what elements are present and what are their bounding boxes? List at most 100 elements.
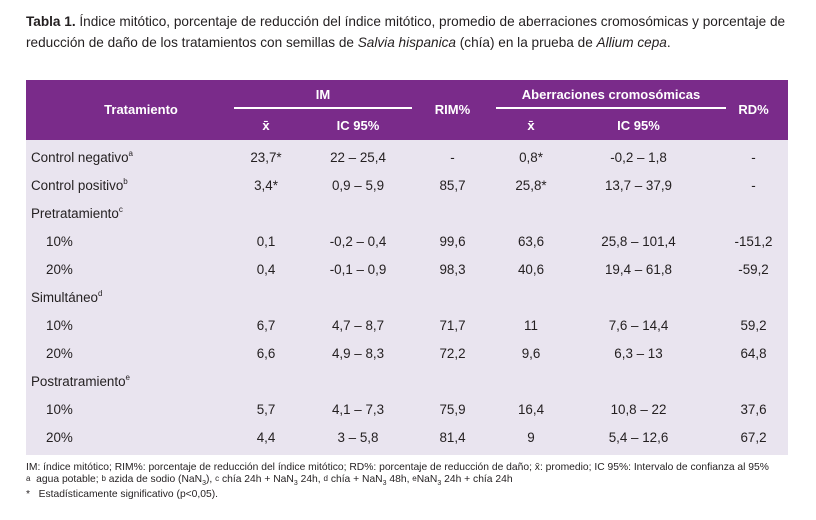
row-label-text: Control positivo	[31, 178, 124, 193]
cell-ab: 63,6	[517, 234, 545, 249]
row-label: 20%	[46, 262, 73, 277]
row-label-text: 10%	[46, 234, 73, 249]
cell-im: 3,4*	[254, 178, 278, 193]
row-label: 20%	[46, 346, 73, 361]
table-row: 20% 4,4 3 – 5,8 81,4 9 5,4 – 12,6 67,2	[26, 425, 788, 453]
table-row: Control positivob 3,4* 0,9 – 5,9 85,7 25,8* 1…	[26, 173, 788, 201]
cell-im: 5,7	[256, 402, 276, 417]
cell-ab: 25,8*	[515, 178, 547, 193]
cell-ic-im: 3 – 5,8	[337, 430, 379, 445]
cell-rim: 99,6	[439, 234, 466, 249]
table-row: Postratramientoe	[26, 369, 788, 397]
row-label-text: Pretratamiento	[31, 206, 119, 221]
fn-sub-c: 3	[293, 479, 298, 487]
row-label-text: 10%	[46, 318, 73, 333]
caption-label: Tabla 1.	[26, 14, 76, 29]
cell-rd: -	[751, 178, 756, 193]
footnote-abbreviations: IM: índice mitótico; RIM%: porcentaje de…	[26, 462, 769, 473]
cell-ic-im: 4,9 – 8,3	[331, 346, 385, 361]
fn-text-d: chía + NaN	[327, 473, 383, 485]
fn-sub-d: 3	[382, 479, 387, 487]
cell-rim: 75,9	[439, 402, 466, 417]
fn-text-c-end: 24h,	[297, 473, 324, 485]
header-im-ic: IC 95%	[336, 118, 380, 133]
fn-mark-b: b	[101, 473, 106, 483]
row-label-text: Control negativo	[31, 150, 129, 165]
table-header: Tratamiento IM x̄ IC 95% RIM% Aberracion…	[26, 80, 788, 140]
row-label-text: 10%	[46, 402, 73, 417]
cell-rim: -	[450, 150, 455, 165]
cell-im: 4,4	[256, 430, 276, 445]
table-footnotes: IM: índice mitótico; RIM%: porcentaje de…	[26, 462, 806, 501]
cell-ab: 0,8*	[519, 150, 543, 165]
fn-text-a: agua potable;	[30, 473, 102, 485]
row-label-text: 20%	[46, 346, 73, 361]
row-label: Control negativoa	[31, 149, 133, 165]
fn-sub-b: 3	[202, 479, 206, 487]
header-tratamiento: Tratamiento	[104, 102, 178, 117]
header-im-rule	[234, 107, 412, 109]
header-ab-mean: x̄	[527, 118, 535, 133]
row-label: Simultáneod	[31, 289, 103, 305]
cell-ic-ab: 13,7 – 37,9	[604, 178, 672, 193]
row-label-footnote-mark: c	[118, 205, 123, 214]
cell-rd: 37,6	[740, 402, 767, 417]
row-label: Control positivob	[31, 177, 128, 193]
table-caption: Tabla 1. Índice mitótico, porcentaje de …	[26, 11, 796, 53]
fn-text-c: chía 24h + NaN	[219, 473, 294, 485]
cell-ic-ab: 6,3 – 13	[614, 346, 663, 361]
row-label-footnote-mark: e	[125, 373, 130, 382]
data-table: Tratamiento IM x̄ IC 95% RIM% Aberracion…	[26, 80, 788, 455]
header-rd: RD%	[738, 102, 769, 117]
table-row: 10% 6,7 4,7 – 8,7 71,7 11 7,6 – 14,4 59,2	[26, 313, 788, 341]
caption-test: Allium cepa	[596, 35, 667, 50]
cell-ab: 9	[527, 430, 535, 445]
row-label: Postratramientoe	[31, 373, 130, 389]
caption-text-1: Índice mitótico, porcentaje de reducción…	[26, 14, 786, 50]
cell-ic-ab: 5,4 – 12,6	[608, 430, 669, 445]
table-row: Simultáneod	[26, 285, 788, 313]
fn-mark-e: e	[412, 473, 417, 483]
cell-ic-im: 4,1 – 7,3	[331, 402, 385, 417]
header-ab-rule	[496, 107, 726, 109]
row-label-footnote-mark: d	[98, 289, 103, 298]
cell-ab: 16,4	[517, 402, 545, 417]
fn-mark-d: d	[323, 473, 328, 483]
cell-ic-im: -0,1 – 0,9	[329, 262, 387, 277]
fn-mark-a: a	[26, 473, 31, 483]
fn-text-e: NaN	[416, 473, 438, 485]
row-label: 10%	[46, 234, 73, 249]
cell-ic-im: 0,9 – 5,9	[331, 178, 385, 193]
cell-ic-im: 22 – 25,4	[330, 150, 386, 165]
cell-im: 23,7*	[250, 150, 282, 165]
table-row: 20% 0,4 -0,1 – 0,9 98,3 40,6 19,4 – 61,8 -59,2	[26, 257, 788, 285]
cell-ic-im: -0,2 – 0,4	[329, 234, 387, 249]
caption-text-3: .	[666, 35, 671, 50]
caption-text-2: (chía) en la prueba de	[455, 35, 597, 50]
cell-rim: 71,7	[439, 318, 466, 333]
row-label: Pretratamientoc	[31, 205, 123, 221]
row-label-text: Simultáneo	[31, 290, 98, 305]
header-rim: RIM%	[434, 102, 471, 117]
cell-ab: 11	[524, 318, 538, 333]
cell-rim: 72,2	[439, 346, 466, 361]
header-im-mean: x̄	[262, 118, 270, 133]
table-row: Control negativoa 23,7* 22 – 25,4 - 0,8* -0,2…	[26, 145, 788, 173]
table-row: 10% 5,7 4,1 – 7,3 75,9 16,4 10,8 – 22 37,6	[26, 397, 788, 425]
footnote-treatments: a agua potable; b azida de sodio (NaN3),…	[26, 474, 806, 490]
footnote-significance: * Estadísticamente significativo (p<0,05…	[26, 489, 219, 501]
cell-rim: 98,3	[439, 262, 466, 277]
cell-ic-im: 4,7 – 8,7	[331, 318, 385, 333]
cell-im: 6,7	[256, 318, 276, 333]
cell-rd: -59,2	[738, 262, 769, 277]
fn-text-d-end: 48h,	[386, 473, 413, 485]
cell-im: 6,6	[256, 346, 276, 361]
fn-text-e-end: 24h + chía 24h	[441, 473, 513, 485]
cell-rim: 81,4	[439, 430, 466, 445]
fn-text-b-end: ),	[205, 473, 216, 485]
row-label-footnote-mark: a	[128, 149, 133, 158]
row-label-text: 20%	[46, 262, 73, 277]
cell-ic-ab: -0,2 – 1,8	[610, 150, 667, 165]
cell-rd: -	[751, 150, 756, 165]
fn-sub-e: 3	[437, 479, 442, 487]
